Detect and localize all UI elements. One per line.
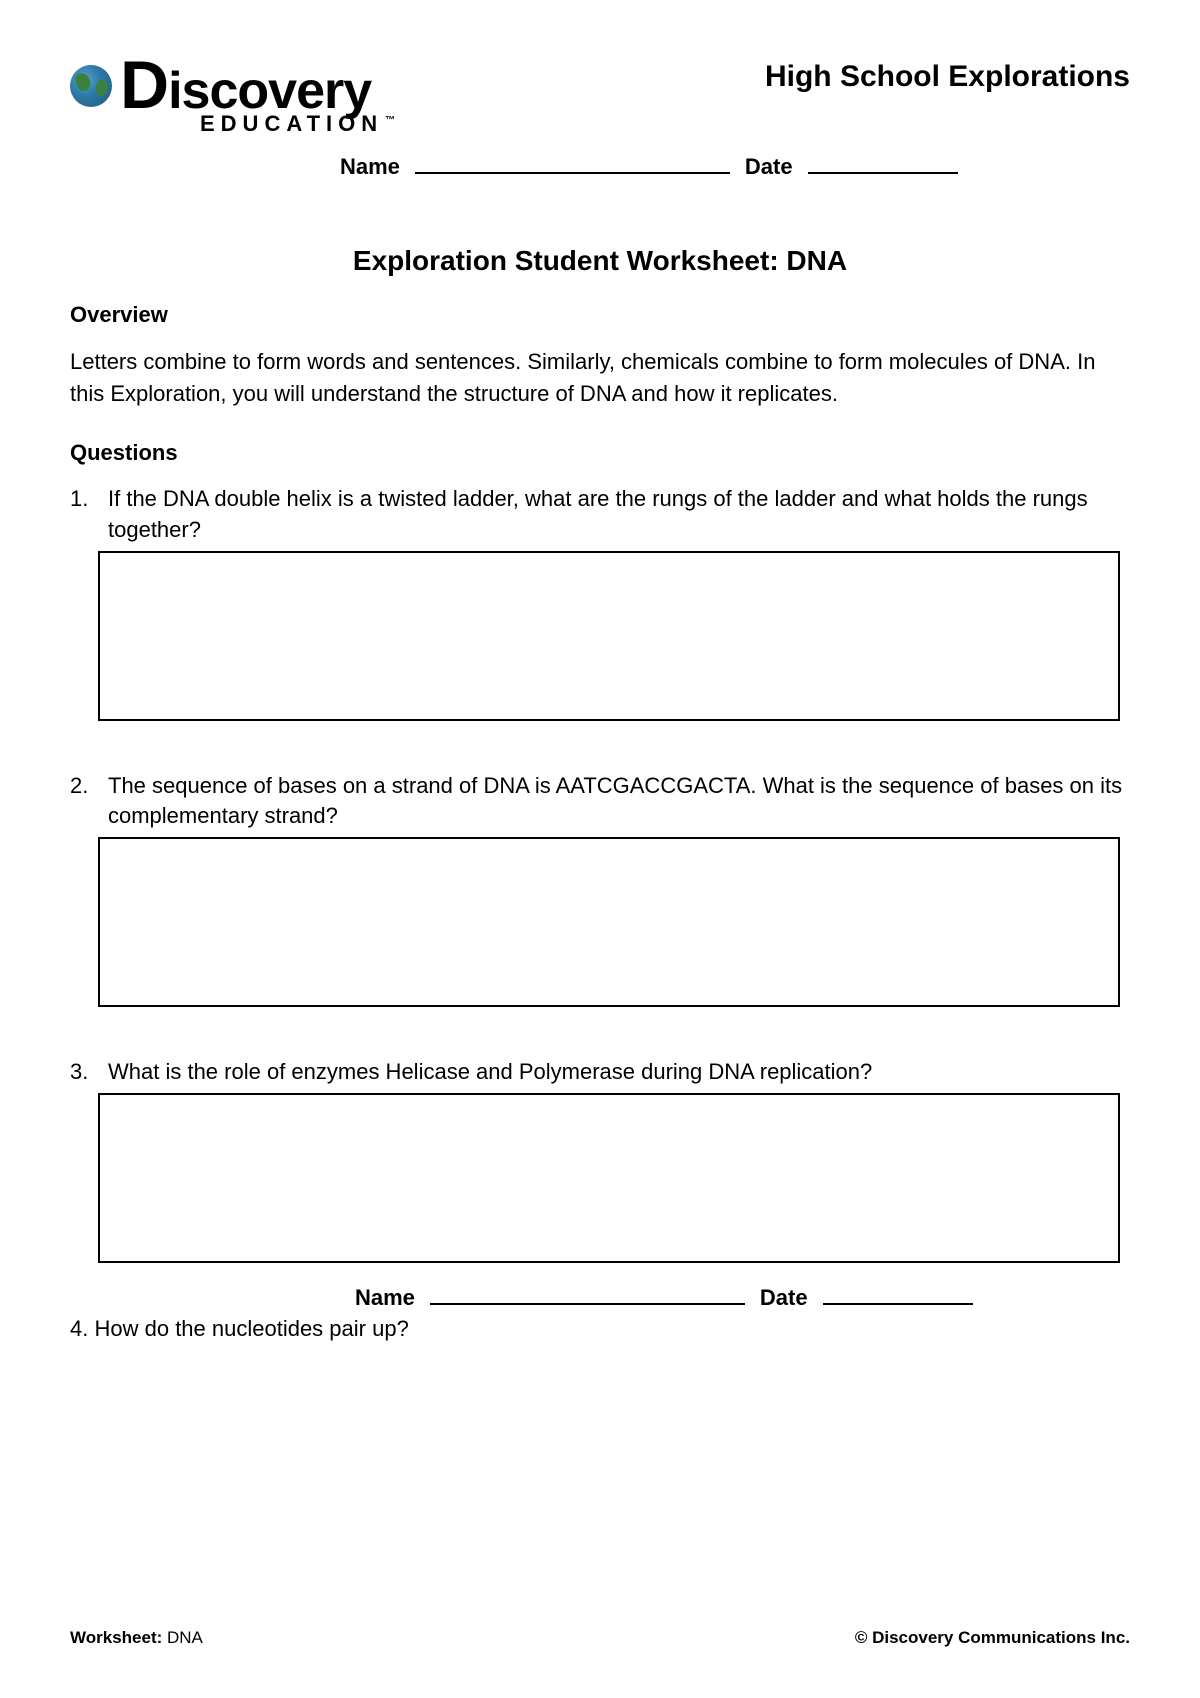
question-2-text: The sequence of bases on a strand of DNA… — [108, 771, 1130, 833]
question-4: 4. How do the nucleotides pair up? — [70, 1316, 1130, 1342]
question-3: 3. What is the role of enzymes Helicase … — [70, 1057, 1130, 1088]
question-1: 1. If the DNA double helix is a twisted … — [70, 484, 1130, 546]
questions-list: 1. If the DNA double helix is a twisted … — [70, 484, 1130, 1263]
overview-text: Letters combine to form words and senten… — [70, 346, 1130, 410]
name-date-row-top: Name Date — [340, 152, 1130, 180]
name-label-2: Name — [355, 1285, 415, 1311]
globe-icon — [70, 65, 112, 107]
answer-box-2[interactable] — [98, 837, 1120, 1007]
footer-worksheet-label: Worksheet: — [70, 1628, 162, 1647]
answer-box-3[interactable] — [98, 1093, 1120, 1263]
question-1-text: If the DNA double helix is a twisted lad… — [108, 484, 1130, 546]
worksheet-title: Exploration Student Worksheet: DNA — [70, 245, 1130, 277]
logo-education-text: EDUCATION™ — [200, 111, 401, 137]
answer-box-1[interactable] — [98, 551, 1120, 721]
question-2: 2. The sequence of bases on a strand of … — [70, 771, 1130, 833]
question-1-num: 1. — [70, 484, 98, 546]
question-3-text: What is the role of enzymes Helicase and… — [108, 1057, 872, 1088]
header-title: High School Explorations — [765, 60, 1130, 94]
question-4-num: 4. — [70, 1316, 88, 1341]
question-4-text: How do the nucleotides pair up? — [94, 1316, 408, 1341]
date-blank-line-2[interactable] — [823, 1283, 973, 1305]
date-label: Date — [745, 154, 793, 180]
logo-main: Discovery — [70, 55, 401, 116]
questions-heading: Questions — [70, 440, 1130, 466]
header-row: Discovery EDUCATION™ High School Explora… — [70, 55, 1130, 137]
logo-discovery-text: Discovery — [120, 55, 371, 116]
name-label: Name — [340, 154, 400, 180]
date-label-2: Date — [760, 1285, 808, 1311]
footer: Worksheet: DNA © Discovery Communication… — [70, 1628, 1130, 1648]
logo-container: Discovery EDUCATION™ — [70, 55, 401, 137]
question-2-num: 2. — [70, 771, 98, 833]
footer-worksheet-value: DNA — [167, 1628, 203, 1647]
name-blank-line[interactable] — [415, 152, 730, 174]
overview-heading: Overview — [70, 302, 1130, 328]
footer-left: Worksheet: DNA — [70, 1628, 203, 1648]
footer-copyright: © Discovery Communications Inc. — [855, 1628, 1130, 1648]
question-3-num: 3. — [70, 1057, 98, 1088]
trademark-symbol: ™ — [385, 115, 401, 126]
name-blank-line-2[interactable] — [430, 1283, 745, 1305]
date-blank-line[interactable] — [808, 152, 958, 174]
name-date-row-bottom: Name Date — [355, 1283, 1130, 1311]
